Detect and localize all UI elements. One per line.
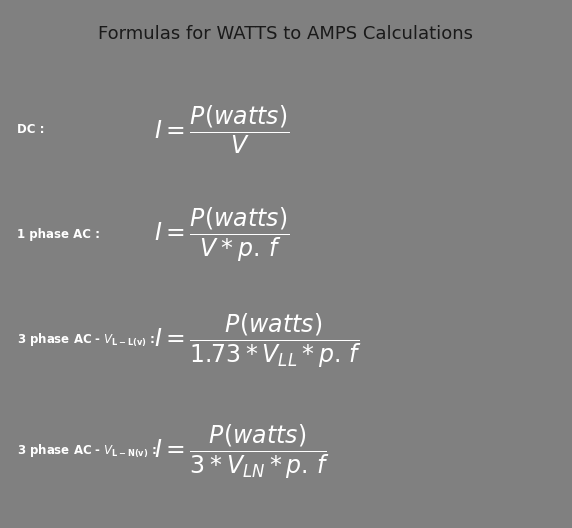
Text: $I = \dfrac{P(watts)}{3 * V_{LN} * p.\, f}$: $I = \dfrac{P(watts)}{3 * V_{LN} * p.\, … — [154, 422, 330, 480]
Text: $I = \dfrac{P(watts)}{V}$: $I = \dfrac{P(watts)}{V}$ — [154, 103, 290, 156]
Text: 3 phase AC - $V_{\mathregular{L-N(v)}}$ :: 3 phase AC - $V_{\mathregular{L-N(v)}}$ … — [17, 443, 157, 460]
Text: 3 phase AC - $V_{\mathregular{L-L(v)}}$ :: 3 phase AC - $V_{\mathregular{L-L(v)}}$ … — [17, 332, 156, 349]
Text: Formulas for WATTS to AMPS Calculations: Formulas for WATTS to AMPS Calculations — [98, 25, 474, 43]
Text: DC :: DC : — [17, 123, 45, 136]
Text: $I = \dfrac{P(watts)}{1.73 * V_{LL} * p.\, f}$: $I = \dfrac{P(watts)}{1.73 * V_{LL} * p.… — [154, 312, 363, 370]
Text: 1 phase AC :: 1 phase AC : — [17, 229, 100, 241]
Text: $I = \dfrac{P(watts)}{V * p.\, f}$: $I = \dfrac{P(watts)}{V * p.\, f}$ — [154, 206, 290, 264]
